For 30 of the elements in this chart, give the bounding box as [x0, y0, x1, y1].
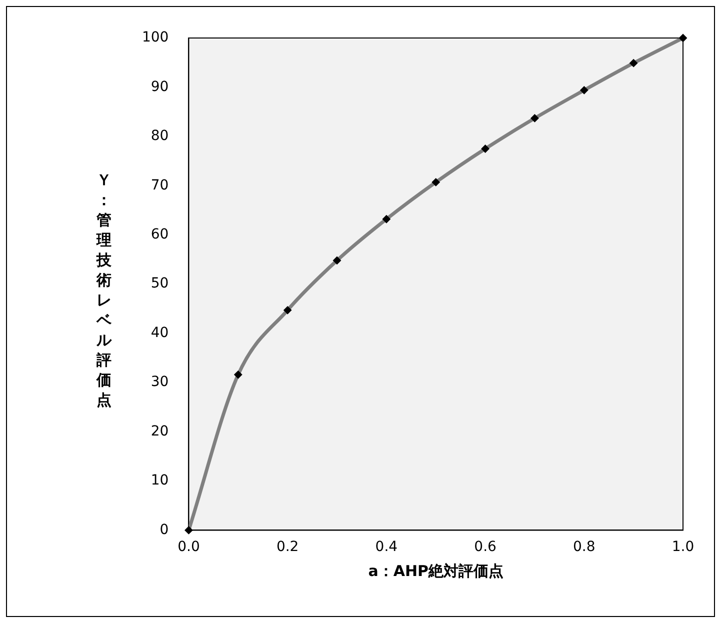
y-tick-label: 50 [150, 276, 169, 292]
point [284, 306, 292, 314]
point [481, 144, 490, 153]
point [580, 86, 588, 94]
x-tick-label: 0.2 [276, 539, 299, 556]
y-tick-label: 60 [150, 226, 169, 243]
text: Ｙ：管理技術レベル評価点 [96, 171, 112, 409]
point [382, 215, 390, 224]
point [630, 59, 638, 68]
y-tick-label: 20 [150, 423, 169, 440]
y-tick-label: 40 [150, 324, 169, 341]
point [679, 34, 687, 42]
point [234, 370, 242, 379]
y-tick-label: 80 [150, 128, 169, 144]
y-tick-label: 10 [150, 472, 169, 489]
point [184, 526, 193, 534]
x-axis-title: a：AHP絶対評価点 [368, 562, 504, 580]
point [432, 178, 440, 186]
x-tick-label: 0.0 [178, 539, 200, 556]
y-tick-label: 30 [150, 374, 169, 390]
point [530, 114, 539, 122]
y-tick-label: 90 [150, 78, 169, 95]
y-tick-label: 70 [150, 177, 169, 194]
y-tick-label: 100 [142, 30, 169, 46]
x-tick-label: 0.8 [573, 539, 596, 556]
y-tick-label: 0 [160, 522, 169, 538]
x-tick-label: 1.0 [672, 539, 694, 556]
point [333, 256, 342, 264]
x-tick-label: 0.4 [375, 539, 398, 556]
x-tick-label: 0.6 [474, 539, 497, 556]
